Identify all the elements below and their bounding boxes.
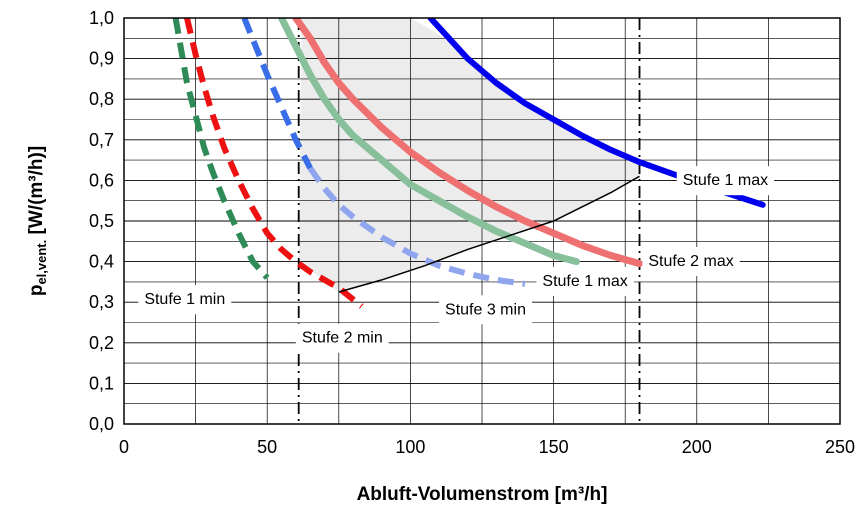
reference-lines [297, 18, 641, 424]
x-tick-label: 200 [682, 437, 712, 457]
annotation-label: Stufe 1 max [676, 166, 775, 196]
series-line-blue-dashed [241, 18, 313, 170]
y-tick-label: 0,2 [89, 333, 114, 353]
annotation-box [642, 246, 740, 276]
x-tick-labels: 0 50 100 150 200 250 [119, 437, 855, 457]
annotation-label: Stufe 3 min [439, 295, 532, 325]
y-axis-title-main: p [26, 285, 47, 297]
annotation-text: Stufe 3 min [445, 301, 526, 318]
y-axis-title-unit: [W/(m³/h)] [26, 146, 47, 240]
y-tick-label: 0,0 [89, 414, 114, 434]
y-tick-labels: 0,0 0,1 0,2 0,3 0,4 0,5 0,6 0,7 0,8 0,9 1,0 [89, 8, 114, 434]
annotation-label: Stufe 1 min [138, 285, 232, 315]
annotation-box [439, 295, 532, 325]
y-tick-label: 0,3 [89, 292, 114, 312]
x-axis-title: Abluft-Volumenstrom [m³/h] [357, 484, 608, 505]
annotation-box [295, 323, 389, 353]
y-tick-label: 0,6 [89, 170, 114, 190]
x-tick-label: 100 [395, 437, 425, 457]
plot-frame [123, 17, 841, 425]
envelope-curve [338, 175, 640, 293]
y-axis-title-sub: el,vent. [34, 240, 49, 285]
y-axis-title: pel,vent. [W/(m³/h)] [26, 146, 49, 296]
series-line-red-solid [292, 18, 643, 268]
y-tick-label: 0,9 [89, 49, 114, 69]
annotation-label: Stufe 2 min [295, 323, 389, 353]
y-tick-label: 0,5 [89, 211, 114, 231]
x-tick-label: 250 [825, 437, 855, 457]
series-line-red-dashed [184, 18, 364, 309]
annotation-text: Stufe 2 min [302, 330, 383, 347]
annotation-label: Stufe 1 max [536, 266, 634, 296]
x-tick-label: 50 [257, 437, 277, 457]
annotation-text: Stufe 1 max [683, 172, 768, 189]
annotation-text: Stufe 2 max [648, 253, 733, 270]
y-tick-label: 0,8 [89, 89, 114, 109]
y-tick-label: 0,1 [89, 373, 114, 393]
y-tick-label: 1,0 [89, 8, 114, 28]
y-tick-label: 0,4 [89, 252, 114, 272]
x-tick-label: 150 [539, 437, 569, 457]
annotation-text: Stufe 1 min [144, 291, 225, 308]
annotation-label: Stufe 2 max [642, 246, 740, 276]
series-group [172, 18, 766, 309]
y-tick-label: 0,7 [89, 130, 114, 150]
series-line-green-solid [278, 18, 580, 266]
annotation-text: Stufe 1 max [542, 273, 627, 290]
annotation-box [536, 266, 634, 296]
x-tick-label: 0 [119, 437, 129, 457]
annotation-box [138, 285, 232, 315]
annotation-labels: Stufe 1 max Stufe 2 max Stufe 1 max Stufe 3… [138, 166, 775, 353]
operating-region [298, 18, 640, 292]
annotation-box [676, 166, 775, 196]
series-line-blue-dashed-light [307, 166, 526, 287]
